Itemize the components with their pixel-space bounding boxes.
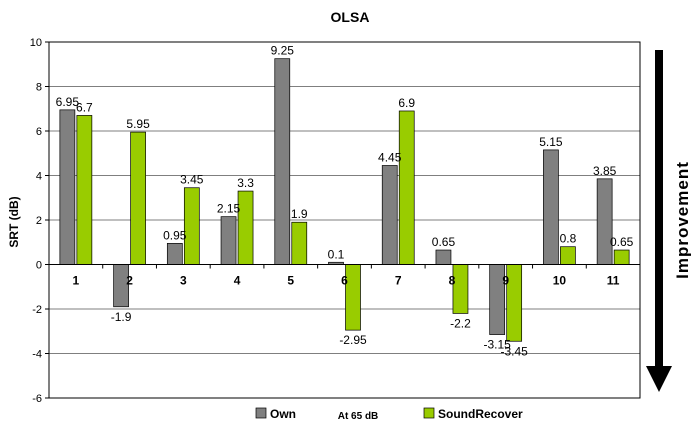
legend-label-own: Own bbox=[270, 407, 296, 421]
y-tick-labels: -6 -4 -2 0 2 4 6 8 10 bbox=[30, 37, 49, 405]
category-label: 6 bbox=[341, 274, 348, 288]
data-label: 0.95 bbox=[163, 228, 187, 242]
bar-soundrecover bbox=[613, 249, 630, 265]
bar-soundrecover bbox=[291, 221, 308, 265]
y-tick-label: 4 bbox=[36, 171, 42, 183]
y-tick-label: 2 bbox=[36, 215, 42, 227]
category-label: 10 bbox=[553, 274, 567, 288]
y-tick-label: -4 bbox=[32, 349, 42, 361]
data-label: -3.45 bbox=[501, 344, 529, 358]
y-tick-label: 6 bbox=[36, 126, 42, 138]
improvement-label: Improvement bbox=[673, 161, 691, 279]
category-label: 1 bbox=[73, 274, 80, 288]
data-label: 4.45 bbox=[378, 150, 402, 164]
chart-title: OLSA bbox=[331, 9, 370, 25]
data-label: 3.85 bbox=[593, 164, 617, 178]
bar-own bbox=[166, 243, 183, 265]
category-label: 8 bbox=[449, 274, 456, 288]
data-label: 9.25 bbox=[271, 44, 295, 58]
bar-soundrecover bbox=[76, 115, 93, 265]
data-label: 3.45 bbox=[180, 173, 204, 187]
data-label: 5.15 bbox=[539, 135, 563, 149]
bar-soundrecover bbox=[237, 190, 254, 265]
data-label: 5.95 bbox=[126, 117, 150, 131]
bar-soundrecover bbox=[398, 110, 415, 265]
category-label: 11 bbox=[607, 274, 620, 288]
data-label: 0.8 bbox=[560, 232, 577, 246]
legend-swatch-soundrecover bbox=[423, 407, 435, 419]
data-labels: 6.956.7-1.95.950.953.452.153.39.251.90.1… bbox=[56, 44, 634, 359]
y-tick-label: -6 bbox=[32, 393, 42, 405]
data-label: 0.65 bbox=[610, 235, 634, 249]
data-label: 6.95 bbox=[56, 95, 80, 109]
bar-own bbox=[274, 58, 291, 265]
category-label: 9 bbox=[502, 274, 509, 288]
data-label: -2.2 bbox=[450, 316, 471, 330]
bar-soundrecover bbox=[560, 246, 576, 265]
y-tick-label: 10 bbox=[30, 37, 42, 49]
bar-own bbox=[381, 165, 398, 265]
y-tick-label: -2 bbox=[32, 304, 42, 316]
y-tick-label: 8 bbox=[36, 82, 42, 94]
category-labels: 1 2 3 4 5 6 7 8 9 10 11 bbox=[48, 264, 620, 288]
data-label: 1.9 bbox=[291, 207, 308, 221]
data-label: 6.7 bbox=[76, 100, 93, 114]
data-label: 2.15 bbox=[217, 202, 241, 216]
legend-label-soundrecover: SoundRecover bbox=[438, 407, 523, 421]
category-label: 3 bbox=[180, 274, 187, 288]
y-axis-label: SRT (dB) bbox=[7, 196, 21, 247]
bar-own bbox=[220, 216, 237, 265]
bar-own bbox=[435, 249, 452, 265]
data-label: 6.9 bbox=[398, 96, 415, 110]
data-label: 0.1 bbox=[328, 247, 345, 261]
bars bbox=[59, 58, 630, 342]
y-tick-label: 0 bbox=[36, 260, 42, 272]
category-label: 2 bbox=[126, 274, 133, 288]
legend-swatch-own bbox=[255, 407, 267, 419]
category-label: 5 bbox=[287, 274, 294, 288]
bar-own bbox=[596, 178, 613, 265]
category-label: 4 bbox=[234, 274, 241, 288]
bar-own bbox=[543, 149, 559, 265]
bar-own bbox=[59, 109, 76, 265]
arrow-shaft bbox=[655, 50, 663, 370]
category-label: 7 bbox=[395, 274, 402, 288]
improvement-arrow: Improvement bbox=[646, 50, 691, 392]
bar-soundrecover bbox=[452, 264, 469, 314]
data-label: -1.9 bbox=[111, 310, 132, 324]
legend-note: At 65 dB bbox=[338, 411, 379, 422]
data-label: 3.3 bbox=[237, 176, 254, 190]
arrow-head bbox=[646, 366, 672, 392]
data-label: 0.65 bbox=[432, 235, 456, 249]
bar-soundrecover bbox=[130, 131, 146, 265]
data-label: -2.95 bbox=[339, 333, 367, 347]
bar-soundrecover bbox=[183, 187, 200, 265]
data-label: -3.15 bbox=[484, 338, 512, 352]
legend: Own At 65 dB SoundRecover bbox=[255, 407, 523, 422]
